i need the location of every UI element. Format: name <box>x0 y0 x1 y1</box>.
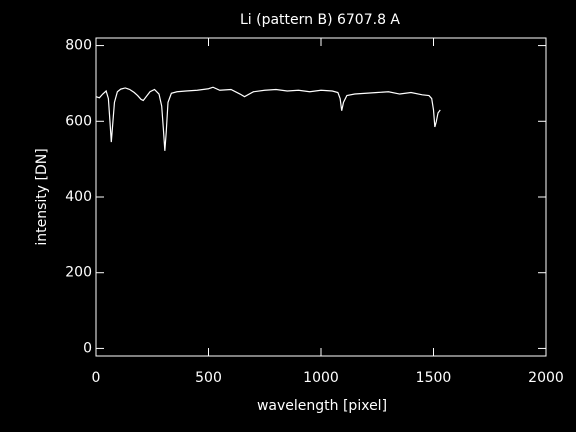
y-axis-label: intensity [DN] <box>34 148 50 245</box>
chart-title: Li (pattern B) 6707.8 A <box>240 12 400 28</box>
x-tick-label: 0 <box>92 370 101 386</box>
y-tick-label: 200 <box>65 265 92 281</box>
y-tick-label: 600 <box>65 113 92 129</box>
x-tick-label: 2000 <box>528 370 564 386</box>
y-tick-label: 400 <box>65 189 92 205</box>
y-tick-label: 0 <box>83 340 92 356</box>
y-tick-label: 800 <box>65 38 92 54</box>
x-tick-label: 1500 <box>416 370 452 386</box>
data-line <box>95 86 441 151</box>
x-tick-label: 1000 <box>303 370 339 386</box>
plot-frame <box>95 37 547 357</box>
x-axis-label: wavelength [pixel] <box>257 398 387 414</box>
x-tick-label: 500 <box>195 370 222 386</box>
